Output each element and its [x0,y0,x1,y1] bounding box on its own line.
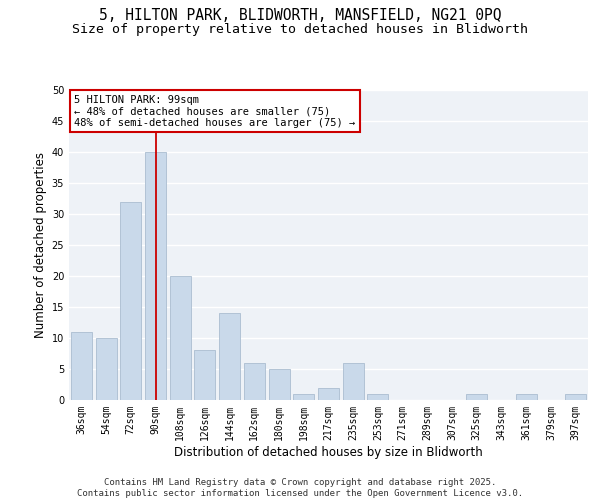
Bar [194,350,215,400]
Text: 5 HILTON PARK: 99sqm
← 48% of detached houses are smaller (75)
48% of semi-detac: 5 HILTON PARK: 99sqm ← 48% of detached h… [74,94,355,128]
Bar [269,369,290,400]
Bar [219,313,240,400]
Y-axis label: Number of detached properties: Number of detached properties [34,152,47,338]
Bar [318,388,339,400]
Text: Contains HM Land Registry data © Crown copyright and database right 2025.
Contai: Contains HM Land Registry data © Crown c… [77,478,523,498]
Text: Size of property relative to detached houses in Blidworth: Size of property relative to detached ho… [72,22,528,36]
Bar [516,394,537,400]
Bar [565,394,586,400]
Bar [343,363,364,400]
Text: 5, HILTON PARK, BLIDWORTH, MANSFIELD, NG21 0PQ: 5, HILTON PARK, BLIDWORTH, MANSFIELD, NG… [99,8,501,22]
Bar [293,394,314,400]
Bar [95,338,116,400]
Bar [71,332,92,400]
Bar [170,276,191,400]
Bar [145,152,166,400]
Bar [367,394,388,400]
X-axis label: Distribution of detached houses by size in Blidworth: Distribution of detached houses by size … [174,446,483,458]
Bar [120,202,141,400]
Bar [244,363,265,400]
Bar [466,394,487,400]
